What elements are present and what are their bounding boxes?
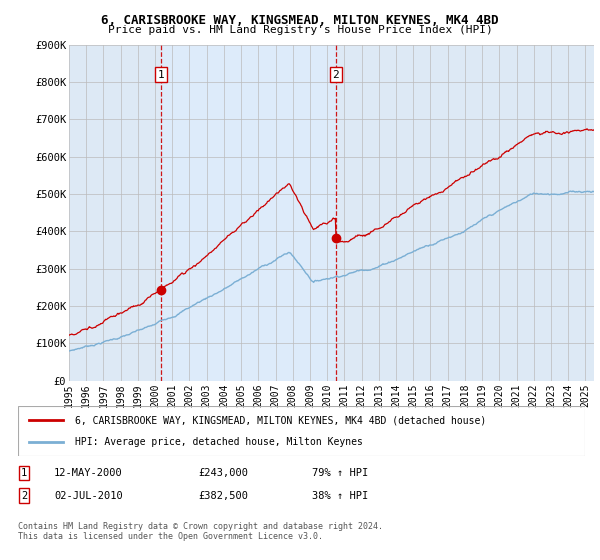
- Text: Price paid vs. HM Land Registry's House Price Index (HPI): Price paid vs. HM Land Registry's House …: [107, 25, 493, 35]
- Text: Contains HM Land Registry data © Crown copyright and database right 2024.
This d: Contains HM Land Registry data © Crown c…: [18, 522, 383, 542]
- Text: 2: 2: [332, 69, 339, 80]
- Text: 6, CARISBROOKE WAY, KINGSMEAD, MILTON KEYNES, MK4 4BD: 6, CARISBROOKE WAY, KINGSMEAD, MILTON KE…: [101, 14, 499, 27]
- Text: £243,000: £243,000: [198, 468, 248, 478]
- Text: 6, CARISBROOKE WAY, KINGSMEAD, MILTON KEYNES, MK4 4BD (detached house): 6, CARISBROOKE WAY, KINGSMEAD, MILTON KE…: [75, 415, 486, 425]
- Text: 1: 1: [21, 468, 27, 478]
- Text: 1: 1: [158, 69, 164, 80]
- Text: £382,500: £382,500: [198, 491, 248, 501]
- Text: 02-JUL-2010: 02-JUL-2010: [54, 491, 123, 501]
- Bar: [161, 45, 336, 381]
- Text: 12-MAY-2000: 12-MAY-2000: [54, 468, 123, 478]
- Text: 79% ↑ HPI: 79% ↑ HPI: [312, 468, 368, 478]
- Text: 38% ↑ HPI: 38% ↑ HPI: [312, 491, 368, 501]
- Text: 2: 2: [21, 491, 27, 501]
- Text: HPI: Average price, detached house, Milton Keynes: HPI: Average price, detached house, Milt…: [75, 437, 362, 447]
